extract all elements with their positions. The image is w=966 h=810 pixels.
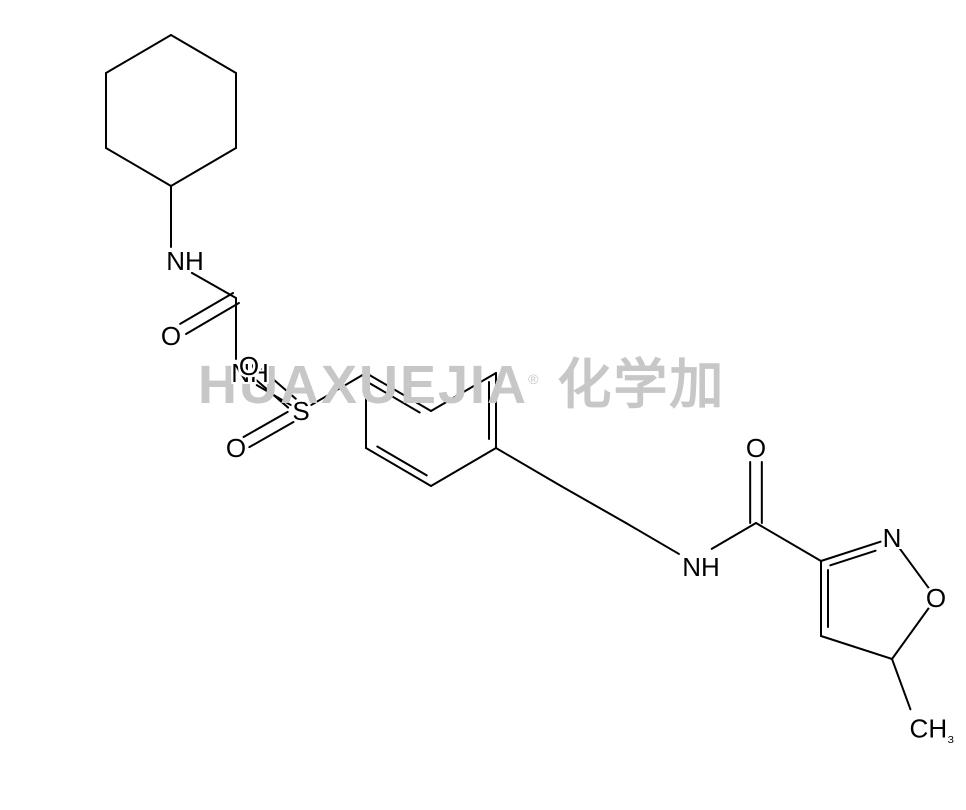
atom-label: N (883, 525, 902, 551)
atom-label: O (926, 585, 946, 611)
structure-canvas: HUAXUEJIA® 化学加 NHONHSOONHOONCH₃ (0, 0, 966, 810)
atom-label: NH (682, 554, 720, 580)
atom-label: O (746, 435, 766, 461)
molecule-svg (0, 0, 966, 810)
atom-label: O (239, 353, 259, 379)
atom-label: S (292, 398, 309, 424)
atom-label: O (226, 435, 246, 461)
atom-label: CH₃ (910, 716, 955, 745)
atom-label: O (161, 323, 181, 349)
atom-label: NH (166, 248, 204, 274)
